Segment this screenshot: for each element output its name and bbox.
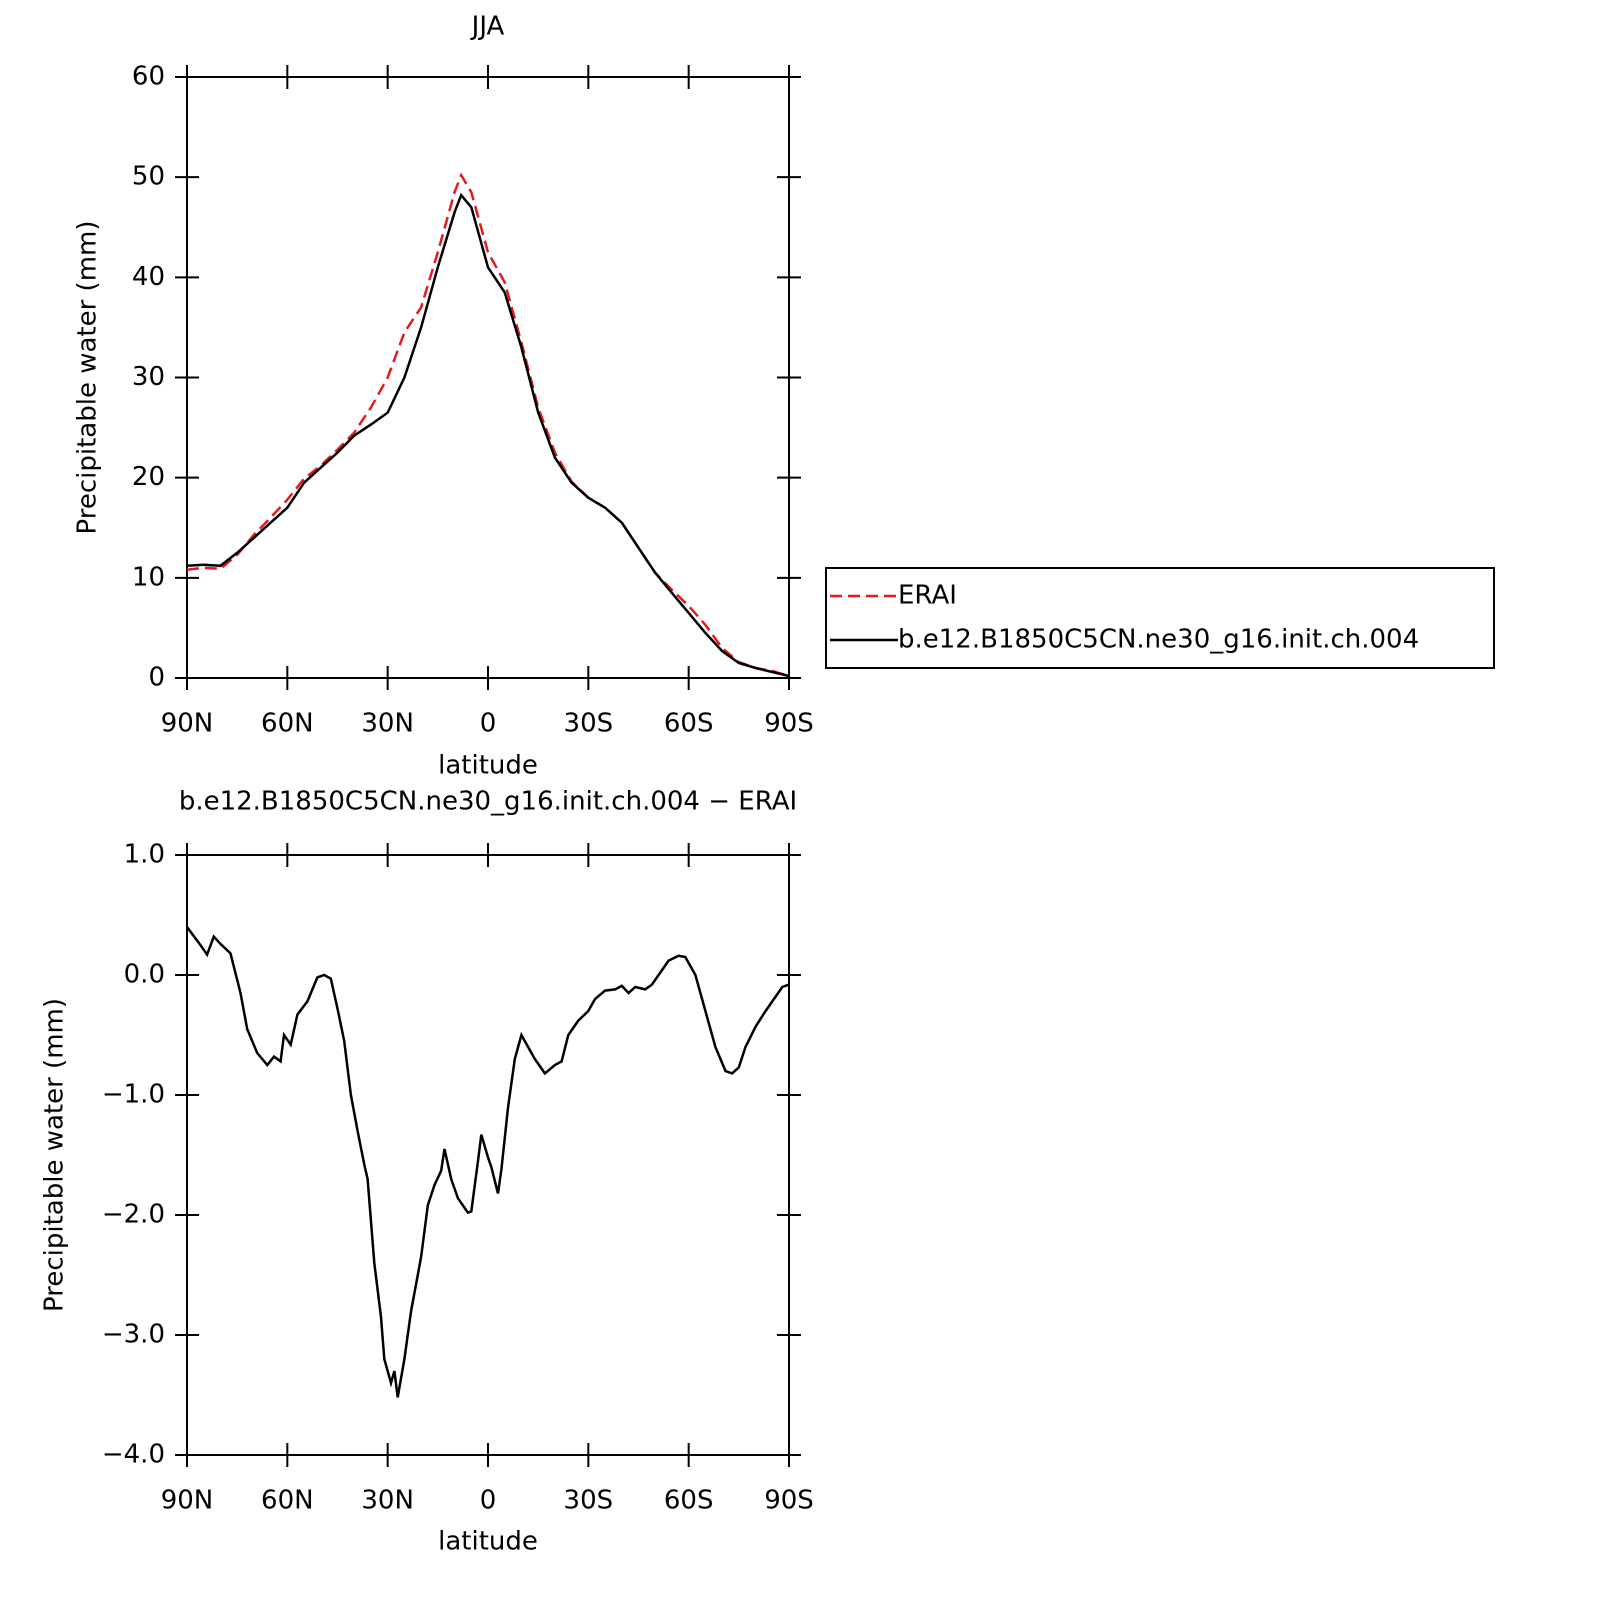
x-axis-label: latitude [438, 751, 538, 781]
x-tick-label: 60N [261, 709, 314, 739]
series-line [186, 172, 790, 678]
legend-label: ERAI [898, 581, 957, 611]
series-line [186, 192, 790, 678]
x-tick-label: 60S [664, 709, 714, 739]
y-tick-label: 40 [132, 262, 165, 292]
y-tick-label: 1.0 [124, 840, 165, 870]
legend-label: b.e12.B1850C5CN.ne30_g16.init.ch.004 [898, 625, 1419, 655]
x-tick-label: 30N [361, 709, 414, 739]
x-axis-label: latitude [438, 1527, 538, 1557]
y-tick-label: −1.0 [102, 1080, 165, 1110]
x-tick-label: 0 [480, 709, 497, 739]
y-tick-label: 60 [132, 62, 165, 92]
x-tick-label: 90N [161, 1486, 214, 1516]
x-tick-label: 60N [261, 1486, 314, 1516]
y-tick-label: −2.0 [102, 1200, 165, 1230]
series-line [185, 926, 790, 1398]
y-tick-label: 20 [132, 462, 165, 492]
x-tick-label: 30N [361, 1486, 414, 1516]
y-tick-label: −3.0 [102, 1320, 165, 1350]
y-tick-label: 0 [148, 663, 165, 693]
legend-box [825, 567, 1495, 669]
y-axis-label: Precipitable water (mm) [73, 221, 103, 535]
y-tick-label: 50 [132, 162, 165, 192]
y-axis-label: Precipitable water (mm) [40, 998, 70, 1312]
x-tick-label: 60S [664, 1486, 714, 1516]
x-tick-label: 30S [564, 709, 614, 739]
x-tick-label: 30S [564, 1486, 614, 1516]
chart-title: JJA [470, 12, 505, 42]
y-tick-label: 30 [132, 362, 165, 392]
x-tick-label: 0 [480, 1486, 497, 1516]
x-tick-label: 90S [764, 709, 814, 739]
y-tick-label: 0.0 [124, 960, 165, 990]
x-tick-label: 90S [764, 1486, 814, 1516]
x-tick-label: 90N [161, 709, 214, 739]
plot-frame [186, 76, 790, 679]
chart-title: b.e12.B1850C5CN.ne30_g16.init.ch.004 − E… [179, 787, 797, 817]
y-tick-label: 10 [132, 562, 165, 592]
plot-frame [186, 854, 790, 1456]
y-tick-label: −4.0 [102, 1440, 165, 1470]
